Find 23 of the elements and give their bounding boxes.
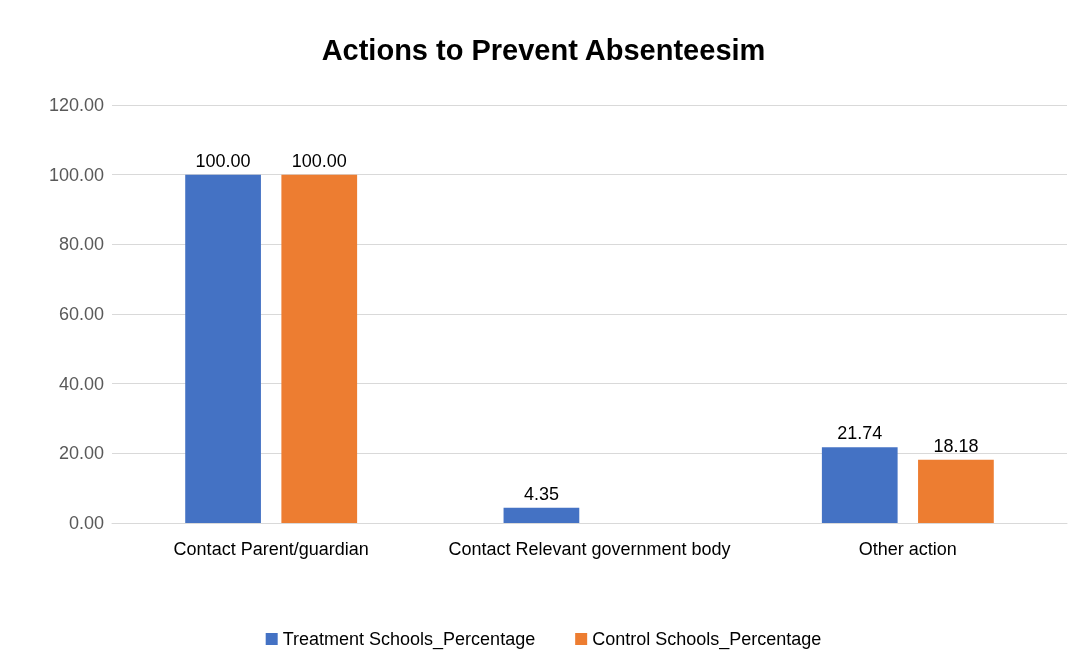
y-tick-label: 40.00 — [58, 373, 104, 394]
data-label: 4.35 — [523, 483, 559, 504]
bar — [185, 174, 261, 523]
data-label: 18.18 — [933, 435, 979, 456]
x-tick-label: Contact Relevant government body — [448, 539, 731, 559]
bar — [918, 459, 994, 523]
x-tick-label: Contact Parent/guardian — [173, 539, 369, 559]
legend-label: Treatment Schools_Percentage — [282, 629, 536, 650]
legend-label: Control Schools_Percentage — [592, 629, 822, 650]
data-label: 100.00 — [291, 150, 347, 171]
bar — [821, 447, 898, 523]
y-tick-label: 0.00 — [68, 513, 104, 533]
chart-title: Actions to Prevent Absenteesim — [321, 33, 766, 66]
y-tick-label: 20.00 — [58, 443, 104, 464]
bar — [281, 174, 358, 523]
y-tick-label: 120.00 — [48, 95, 104, 115]
bar — [503, 507, 580, 523]
y-tick-label: 60.00 — [58, 304, 104, 324]
x-tick-label: Other action — [858, 539, 957, 559]
data-label: 100.00 — [195, 150, 251, 171]
y-tick-label: 80.00 — [58, 234, 104, 255]
y-tick-label: 100.00 — [48, 164, 104, 185]
data-label: 21.74 — [837, 423, 883, 444]
